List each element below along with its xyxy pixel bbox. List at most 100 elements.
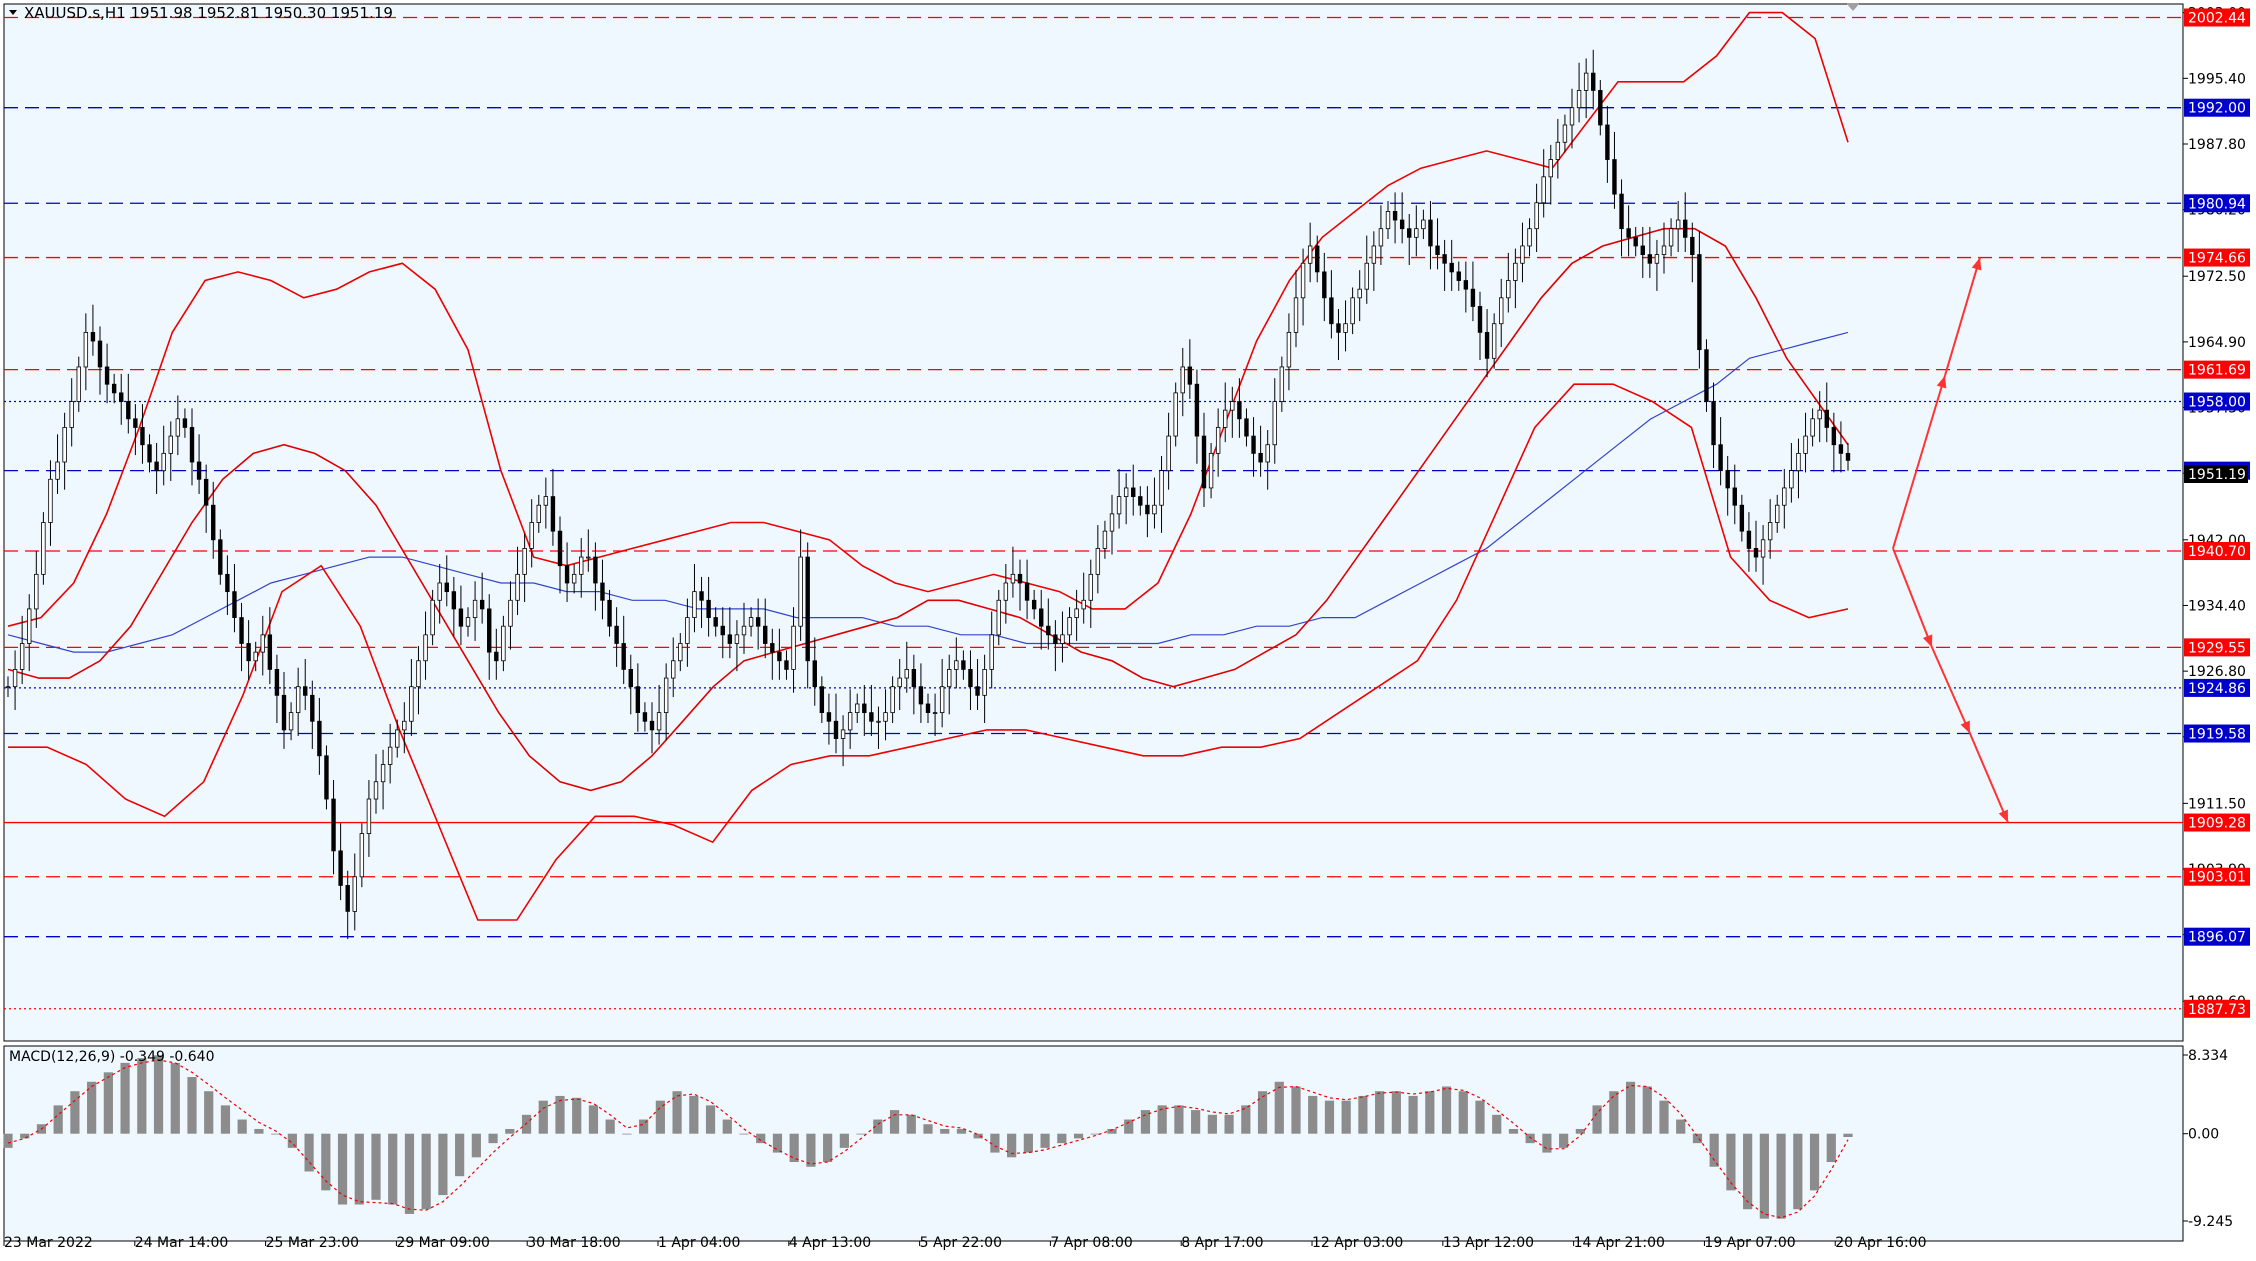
- macd-bar: [1525, 1133, 1535, 1144]
- scroll-marker-icon[interactable]: [1846, 3, 1860, 11]
- level-label-7: 1940.70: [2188, 544, 2246, 560]
- y-tick-label-4: 1972.50: [2188, 269, 2246, 285]
- macd-bar: [87, 1081, 97, 1134]
- candle-body: [1123, 487, 1129, 497]
- macd-bar: [1559, 1133, 1569, 1148]
- bollinger-lower: [8, 383, 1849, 921]
- macd-bar: [789, 1133, 799, 1163]
- candle-body: [267, 634, 273, 670]
- macd-bar: [772, 1133, 783, 1153]
- macd-bar: [722, 1119, 732, 1134]
- candle-body: [1555, 141, 1561, 160]
- macd-bar: [689, 1095, 699, 1134]
- candle-body: [5, 686, 11, 689]
- macd-bar: [940, 1128, 950, 1134]
- candle-body: [947, 669, 952, 688]
- candle-body: [1237, 401, 1242, 420]
- macd-plot-area[interactable]: [3, 1045, 2184, 1242]
- candle-body: [1392, 210, 1398, 221]
- macd-bar: [956, 1128, 967, 1134]
- macd-bar: [1441, 1086, 1452, 1134]
- macd-bar: [438, 1133, 448, 1196]
- candle-body: [12, 669, 18, 688]
- candle-body: [1017, 573, 1023, 584]
- macd-title: MACD(12,26,9) -0.349 -0.640: [9, 1049, 215, 1065]
- y-tick-label-9: 1934.40: [2188, 598, 2246, 614]
- candle-body: [1534, 202, 1539, 230]
- candle-body: [1385, 210, 1391, 230]
- macd-bar: [354, 1133, 364, 1205]
- candle-body: [83, 331, 89, 368]
- macd-bar: [505, 1128, 515, 1134]
- macd-bar: [1140, 1110, 1151, 1134]
- candle-body: [621, 643, 626, 670]
- candle-body: [1506, 280, 1511, 299]
- macd-bar: [287, 1133, 297, 1148]
- macd-bar: [1224, 1114, 1234, 1134]
- candle-body: [1647, 254, 1653, 264]
- candle-body: [515, 573, 520, 601]
- macd-bar: [572, 1097, 582, 1134]
- x-tick-label-3: 29 Mar 09:00: [396, 1235, 489, 1251]
- candle-body: [1265, 444, 1270, 463]
- candle-body: [1598, 90, 1603, 126]
- candle-body: [571, 573, 577, 584]
- macd-bar: [1191, 1110, 1201, 1134]
- candle-body: [932, 712, 938, 715]
- candle-body: [168, 435, 173, 454]
- macd-bar: [1023, 1133, 1033, 1153]
- candle-body: [1088, 573, 1093, 601]
- candle-body: [550, 496, 556, 532]
- candle-body: [1031, 599, 1037, 610]
- projection-arrowhead-1: [1971, 257, 1982, 271]
- projection-arrows: [1892, 257, 2009, 823]
- macd-bar: [1257, 1091, 1268, 1134]
- candle-body: [387, 746, 393, 765]
- candle-body: [1633, 236, 1638, 247]
- candle-body: [777, 651, 782, 662]
- x-tick-label-8: 7 Apr 08:00: [1050, 1235, 1132, 1251]
- macd-bar: [337, 1133, 348, 1205]
- macd-bar: [170, 1062, 180, 1134]
- macd-bar: [1358, 1095, 1368, 1134]
- macd-bar: [271, 1133, 281, 1135]
- projection-arrow-4: [1969, 733, 2009, 823]
- macd-bar: [187, 1077, 197, 1134]
- candle-body: [1272, 401, 1277, 446]
- candle-body: [1145, 504, 1150, 515]
- candle-body: [1187, 366, 1193, 385]
- macd-bar: [806, 1133, 816, 1167]
- candle-body: [1527, 228, 1532, 247]
- candle-body: [1138, 496, 1143, 506]
- level-label-1: 1992.00: [2188, 101, 2246, 117]
- candle-body: [1364, 262, 1369, 290]
- macd-bar: [3, 1133, 13, 1148]
- candle-body: [770, 643, 775, 653]
- macd-bar: [488, 1133, 498, 1144]
- macd-bar: [1425, 1091, 1435, 1134]
- level-label-box-11: [2184, 813, 2250, 832]
- macd-bar: [1642, 1086, 1652, 1134]
- level-label-14: 1887.73: [2188, 1002, 2246, 1018]
- candle-body: [628, 669, 633, 688]
- macd-bar: [622, 1133, 632, 1135]
- candle-body: [862, 703, 867, 714]
- level-label-9: 1924.86: [2188, 681, 2246, 697]
- candle-body: [1046, 625, 1051, 636]
- macd-indicator: 8.334 0.00 -9.245: [3, 1048, 2233, 1230]
- level-label-box-2: [2184, 194, 2250, 213]
- macd-bar: [1241, 1105, 1251, 1134]
- macd-y-tick-label-2: -9.245: [2188, 1214, 2233, 1230]
- macd-bar: [1759, 1133, 1769, 1219]
- candle-body: [1513, 262, 1518, 281]
- dropdown-triangle-icon[interactable]: [9, 10, 17, 15]
- price-plot-area[interactable]: [3, 3, 2184, 1042]
- candle-body: [97, 340, 103, 368]
- candle-body: [1491, 323, 1497, 359]
- candle-body: [975, 686, 980, 696]
- level-label-box-4: [2184, 360, 2250, 379]
- candle-body: [748, 617, 754, 627]
- candle-body: [1180, 366, 1185, 394]
- level-label-box-14: [2184, 999, 2250, 1018]
